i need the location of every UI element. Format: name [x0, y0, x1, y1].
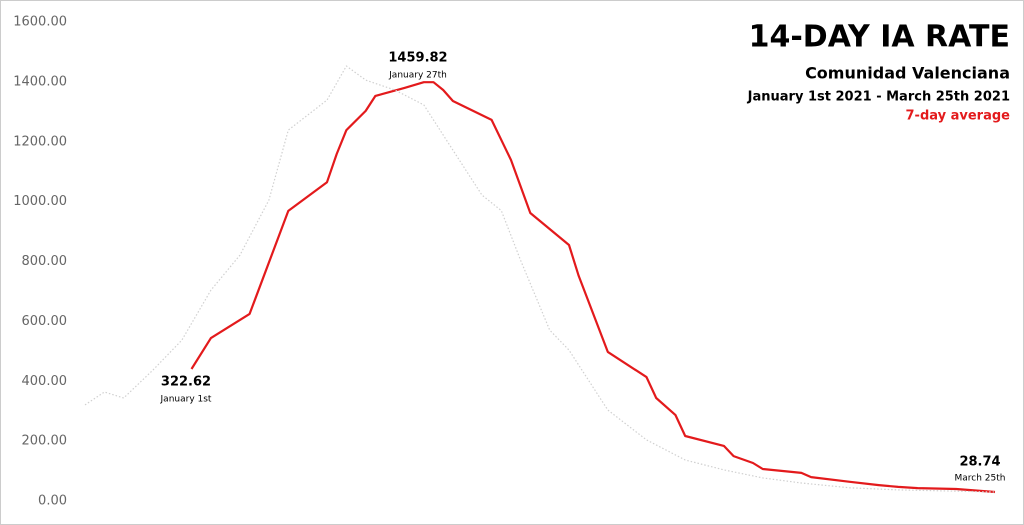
date-range: January 1st 2021 - March 25th 2021: [747, 90, 1010, 105]
annotation-value: 28.74: [959, 455, 1000, 470]
legend-entry: 7-day average: [906, 109, 1011, 124]
chart-subtitle: Comunidad Valenciana: [805, 64, 1010, 83]
y-tick-label: 1400.00: [13, 74, 67, 89]
y-tick-label: 0.00: [38, 494, 67, 509]
series-line: [190, 81, 996, 494]
y-tick-label: 600.00: [22, 314, 68, 329]
series-line: [84, 65, 996, 493]
y-tick-label: 1200.00: [13, 134, 67, 149]
y-tick-label: 800.00: [22, 254, 68, 269]
chart-title: 14-DAY IA RATE: [749, 20, 1010, 55]
annotation-date: January 1st: [160, 395, 212, 405]
annotation-value: 322.62: [161, 375, 211, 390]
annotation-date: March 25th: [955, 474, 1006, 484]
annotation: 322.62 January 1st 1459.82 January 27th …: [160, 51, 1006, 484]
y-tick-label: 200.00: [22, 434, 68, 449]
y-tick-label: 400.00: [22, 374, 68, 389]
annotation-date: January 27th: [388, 71, 447, 81]
y-tick-label: 1000.00: [13, 194, 67, 209]
y-tick-label: 1600.00: [13, 15, 67, 30]
annotation-value: 1459.82: [388, 51, 447, 66]
